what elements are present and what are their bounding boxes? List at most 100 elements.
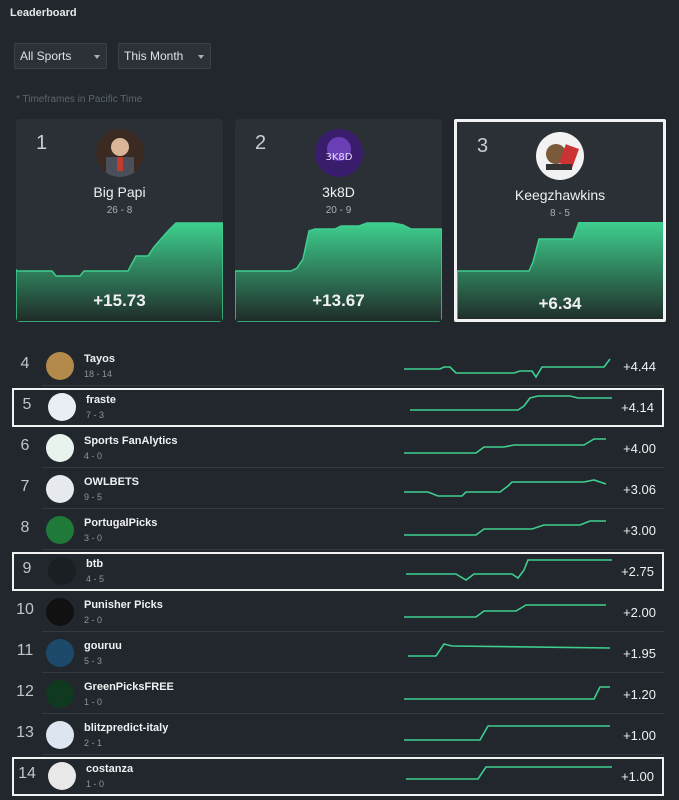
row-divider: [42, 672, 664, 673]
row-name: Sports FanAlytics: [84, 435, 178, 447]
row-sparkline: [404, 479, 607, 497]
podium-rank: 3: [477, 135, 489, 157]
row-value: +1.00: [621, 769, 654, 784]
podium-sparkline: [235, 222, 442, 322]
row-rank: 4: [20, 355, 30, 372]
podium-record: 20 - 9: [325, 205, 352, 216]
avatar: [95, 129, 144, 177]
row-record: 2 - 1: [84, 738, 103, 748]
row-value: +2.00: [623, 605, 656, 620]
podium-rank: 2: [255, 132, 267, 154]
row-record: 1 - 0: [86, 779, 105, 789]
row-divider: [42, 631, 664, 632]
avatar: [46, 434, 74, 462]
leaderboard-row[interactable]: 12 GreenPicksFREE 1 - 0 +1.20: [12, 675, 664, 714]
row-sparkline: [404, 725, 610, 741]
row-record: 18 - 14: [84, 369, 113, 379]
leaderboard-row[interactable]: 11 gouruu 5 - 3 +1.95: [12, 634, 664, 673]
leaderboard-row[interactable]: 8 PortugalPicks 3 - 0 +3.00: [12, 511, 664, 550]
row-sparkline: [404, 604, 606, 618]
row-sparkline: [404, 438, 606, 454]
podium-rank: 1: [36, 132, 48, 154]
row-record: 9 - 5: [84, 492, 103, 502]
row-value: +1.95: [623, 646, 656, 661]
row-value: +3.00: [623, 523, 656, 538]
svg-text:3K8D: 3K8D: [325, 152, 352, 163]
podium-card-3[interactable]: 3 Keegzhawkins 8 - 5 +6.34: [454, 119, 666, 322]
podium-name: 3k8D: [322, 184, 355, 200]
row-value: +2.75: [621, 564, 654, 579]
leaderboard-row[interactable]: 13 blitzpredict-italy 2 - 1 +1.00: [12, 716, 664, 755]
row-value: +4.00: [623, 441, 656, 456]
leaderboard-row[interactable]: 4 Tayos 18 - 14 +4.44: [12, 347, 664, 386]
row-rank: 12: [16, 683, 34, 700]
row-value: +1.20: [623, 687, 656, 702]
row-divider: [42, 549, 664, 550]
row-divider: [42, 754, 664, 755]
timeframe-note: * Timeframes in Pacific Time: [16, 94, 143, 105]
row-rank: 9: [22, 560, 32, 577]
podium-name: Big Papi: [93, 184, 146, 200]
row-sparkline: [406, 559, 612, 581]
chevron-down-icon: [94, 55, 100, 59]
row-value: +4.14: [621, 400, 654, 415]
leaderboard-row[interactable]: 6 Sports FanAlytics 4 - 0 +4.00: [12, 429, 664, 468]
row-name: Punisher Picks: [84, 599, 163, 611]
row-name: OWLBETS: [84, 476, 139, 488]
row-name: blitzpredict-italy: [84, 722, 169, 734]
period-filter-value: This Month: [124, 49, 184, 63]
row-value: +1.00: [623, 728, 656, 743]
podium-record: 26 - 8: [106, 205, 133, 216]
row-rank: 14: [18, 765, 36, 782]
row-divider: [42, 467, 664, 468]
row-rank: 5: [22, 396, 32, 413]
row-divider: [42, 713, 664, 714]
row-name: Tayos: [84, 353, 115, 365]
podium-record: 8 - 5: [549, 208, 570, 219]
sport-filter-dropdown[interactable]: All Sports: [14, 43, 107, 69]
row-record: 2 - 0: [84, 615, 103, 625]
row-record: 3 - 0: [84, 533, 103, 543]
podium-value: +15.73: [93, 291, 146, 310]
avatar: [48, 393, 76, 421]
avatar: [46, 352, 74, 380]
row-sparkline: [406, 766, 612, 780]
row-sparkline: [410, 395, 612, 411]
row-record: 5 - 3: [84, 656, 103, 666]
avatar: 3K8D: [314, 129, 363, 177]
avatar: [46, 639, 74, 667]
podium-sparkline: [16, 222, 223, 322]
row-name: gouruu: [84, 640, 122, 652]
leaderboard-row[interactable]: 10 Punisher Picks 2 - 0 +2.00: [12, 593, 664, 632]
leaderboard-row[interactable]: 7 OWLBETS 9 - 5 +3.06: [12, 470, 664, 509]
podium-sparkline: [457, 222, 663, 319]
page-title: Leaderboard: [10, 7, 77, 19]
avatar: [46, 680, 74, 708]
avatar: [46, 721, 74, 749]
period-filter-dropdown[interactable]: This Month: [118, 43, 211, 69]
row-sparkline: [408, 643, 611, 657]
podium-card-1[interactable]: 1 Big Papi 26 - 8 +15.73: [16, 119, 223, 322]
row-divider: [42, 508, 664, 509]
row-value: +4.44: [623, 359, 656, 374]
row-name: btb: [86, 558, 104, 570]
row-name: costanza: [86, 763, 134, 775]
leaderboard-row[interactable]: 9 btb 4 - 5 +2.75: [12, 552, 664, 591]
row-rank: 13: [16, 724, 34, 741]
leaderboard-row[interactable]: 14 costanza 1 - 0 +1.00: [12, 757, 664, 796]
avatar: [46, 598, 74, 626]
podium-value: +13.67: [312, 291, 365, 310]
row-value: +3.06: [623, 482, 656, 497]
podium-name: Keegzhawkins: [514, 187, 606, 203]
leaderboard-row[interactable]: 5 fraste 7 - 3 +4.14: [12, 388, 664, 427]
row-rank: 6: [20, 437, 30, 454]
row-record: 4 - 5: [86, 574, 105, 584]
row-name: fraste: [86, 394, 116, 406]
row-sparkline: [404, 520, 606, 536]
row-sparkline: [404, 358, 611, 379]
row-name: PortugalPicks: [84, 517, 158, 529]
avatar: [48, 557, 76, 585]
sport-filter-value: All Sports: [20, 49, 72, 63]
podium-card-2[interactable]: 2 3K8D 3k8D 20 - 9 +13.67: [235, 119, 442, 322]
row-rank: 10: [16, 601, 34, 618]
